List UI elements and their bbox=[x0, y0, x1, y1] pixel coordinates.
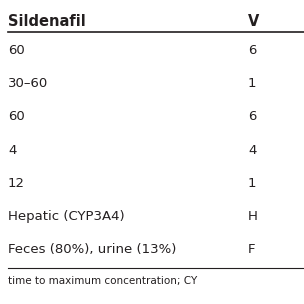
Text: 6: 6 bbox=[248, 110, 256, 123]
Text: H: H bbox=[248, 210, 258, 223]
Text: 30–60: 30–60 bbox=[8, 77, 48, 90]
Text: 1: 1 bbox=[248, 77, 257, 90]
Text: V: V bbox=[248, 14, 259, 29]
Text: Sildenafil: Sildenafil bbox=[8, 14, 86, 29]
Text: 4: 4 bbox=[248, 143, 256, 157]
Text: 60: 60 bbox=[8, 44, 25, 57]
Text: Feces (80%), urine (13%): Feces (80%), urine (13%) bbox=[8, 243, 176, 256]
Text: 4: 4 bbox=[8, 143, 16, 157]
Text: F: F bbox=[248, 243, 255, 256]
Text: 1: 1 bbox=[248, 177, 257, 190]
Text: time to maximum concentration; CY: time to maximum concentration; CY bbox=[8, 276, 197, 286]
Text: 6: 6 bbox=[248, 44, 256, 57]
Text: Hepatic (CYP3A4): Hepatic (CYP3A4) bbox=[8, 210, 125, 223]
Text: 60: 60 bbox=[8, 110, 25, 123]
Text: 12: 12 bbox=[8, 177, 25, 190]
